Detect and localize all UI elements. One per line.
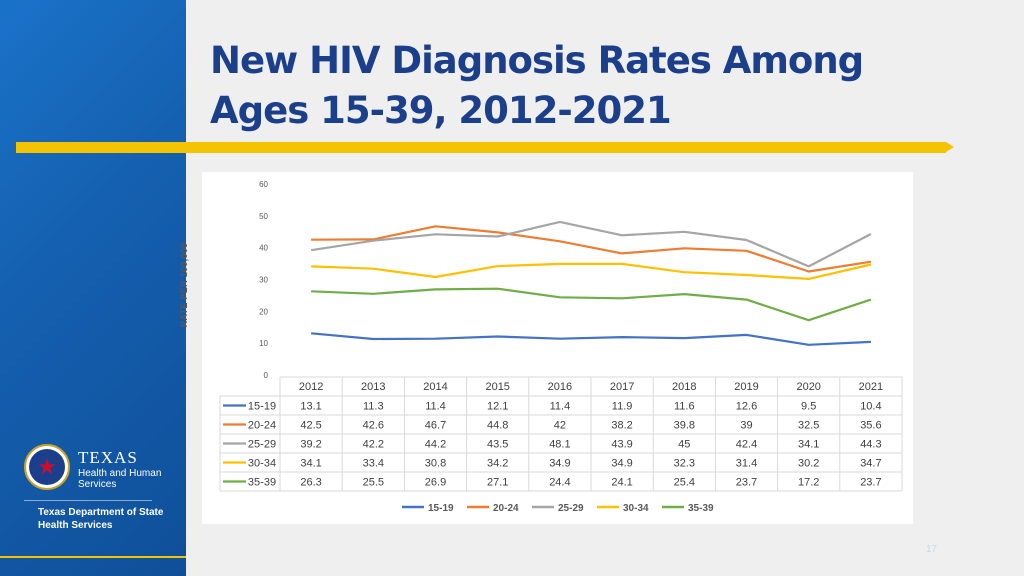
table-series-label: 25-29 (248, 439, 276, 451)
title-accent-bar-tip (946, 142, 954, 152)
chart-container: 0 10 20 30 40 50 60 2012 2013 2014 2015 2016 2017 201… (202, 172, 913, 524)
y-tick-label: 60 (259, 180, 268, 189)
x-tick-label: 2014 (423, 381, 447, 393)
data-label: 26.9 (425, 477, 446, 489)
data-label: 44.8 (487, 420, 508, 432)
x-tick-label: 2013 (361, 381, 385, 393)
y-tick-label: 20 (259, 307, 268, 316)
data-label: 34.9 (549, 458, 570, 470)
data-label: 13.1 (300, 401, 321, 413)
x-tick-label: 2016 (548, 381, 572, 393)
series-line-30-34 (311, 262, 872, 281)
data-label: 34.9 (611, 458, 632, 470)
data-label: 23.7 (860, 477, 881, 489)
seal-icon: ★ (24, 444, 70, 490)
data-label: 27.1 (487, 477, 508, 489)
series-line-15-19 (310, 332, 871, 346)
data-label: 39 (740, 420, 752, 432)
legend-label: 20-24 (493, 503, 519, 514)
title-line-2: Ages 15-39, 2012-2021 (210, 89, 672, 132)
logo-word: TEXAS (78, 448, 138, 467)
y-tick-label: 10 (259, 339, 268, 348)
department-name: Texas Department of State Health Service… (38, 507, 164, 531)
table-series-label: 15-19 (248, 401, 276, 413)
x-tick-label: 2012 (299, 381, 323, 393)
data-label: 17.2 (798, 477, 819, 489)
data-label: 44.3 (860, 439, 881, 451)
data-label: 26.3 (300, 477, 321, 489)
y-axis-label: RATE PER 100,000 (179, 242, 189, 328)
data-label: 32.3 (674, 458, 695, 470)
data-label: 31.4 (736, 458, 757, 470)
data-label: 11.4 (550, 401, 571, 413)
data-label: 24.1 (611, 477, 632, 489)
data-label: 10.4 (860, 401, 881, 413)
legend-label: 35-39 (688, 503, 714, 514)
data-label: 42.5 (300, 420, 321, 432)
title-line-1: New HIV Diagnosis Rates Among (210, 39, 864, 82)
x-tick-label: 2015 (485, 381, 509, 393)
y-tick-label: 30 (259, 276, 268, 285)
logo-divider (24, 500, 152, 501)
data-label: 34.1 (300, 458, 321, 470)
data-label: 38.2 (611, 420, 632, 432)
data-label: 39.8 (674, 420, 695, 432)
data-label: 9.5 (801, 401, 816, 413)
data-label: 11.6 (674, 401, 695, 413)
data-label: 42.6 (363, 420, 384, 432)
data-label: 11.3 (363, 401, 384, 413)
data-label: 46.7 (425, 420, 446, 432)
data-label: 42.2 (363, 439, 384, 451)
table-series-label: 20-24 (248, 420, 276, 432)
data-label: 45 (678, 439, 690, 451)
x-tick-label: 2018 (672, 381, 696, 393)
data-label: 23.7 (736, 477, 757, 489)
x-tick-label: 2017 (610, 381, 634, 393)
data-label: 11.9 (612, 401, 633, 413)
x-tick-label: 2020 (796, 381, 820, 393)
data-label: 43.5 (487, 439, 508, 451)
data-label: 24.4 (549, 477, 570, 489)
page-title: New HIV Diagnosis Rates Among Ages 15-39… (210, 36, 970, 136)
data-label: 43.9 (611, 439, 632, 451)
data-label: 32.5 (798, 420, 819, 432)
data-label: 25.4 (674, 477, 695, 489)
data-label: 42 (554, 420, 566, 432)
data-label: 12.1 (487, 401, 508, 413)
data-label: 34.1 (798, 439, 819, 451)
legend-label: 25-29 (558, 503, 584, 514)
page-number: 17 (926, 544, 938, 555)
data-label: 33.4 (363, 458, 384, 470)
y-tick-label: 40 (259, 244, 268, 253)
data-label: 11.4 (425, 401, 446, 413)
x-tick-label: 2019 (734, 381, 758, 393)
table-series-label: 30-34 (248, 458, 276, 470)
sidebar-accent-line (0, 556, 186, 558)
hhs-logo: ★ TEXAS Health and Human Services (24, 444, 174, 494)
table-series-label: 35-39 (248, 477, 276, 489)
line-chart: 0 10 20 30 40 50 60 2012 2013 2014 2015 2016 2017 201… (219, 180, 903, 514)
x-tick-label: 2021 (859, 381, 883, 393)
data-label: 42.4 (736, 439, 757, 451)
data-label: 12.6 (736, 401, 757, 413)
y-tick-label: 0 (264, 371, 269, 380)
series-line-35-39 (311, 287, 872, 322)
legend-label: 15-19 (428, 503, 454, 514)
logo-subtitle: Health and Human Services (78, 468, 162, 490)
data-label: 25.5 (363, 477, 384, 489)
data-label: 35.6 (860, 420, 881, 432)
data-label: 34.7 (860, 458, 881, 470)
data-label: 44.2 (425, 439, 446, 451)
data-label: 39.2 (300, 439, 321, 451)
series-line-25-29 (310, 220, 872, 268)
data-label: 34.2 (487, 458, 508, 470)
data-label: 48.1 (549, 439, 570, 451)
y-tick-label: 50 (259, 212, 268, 221)
title-accent-bar (16, 142, 946, 153)
series-line-20-24 (311, 225, 872, 273)
data-label: 30.2 (798, 458, 819, 470)
legend-label: 30-34 (623, 503, 649, 514)
data-label: 30.8 (425, 458, 446, 470)
